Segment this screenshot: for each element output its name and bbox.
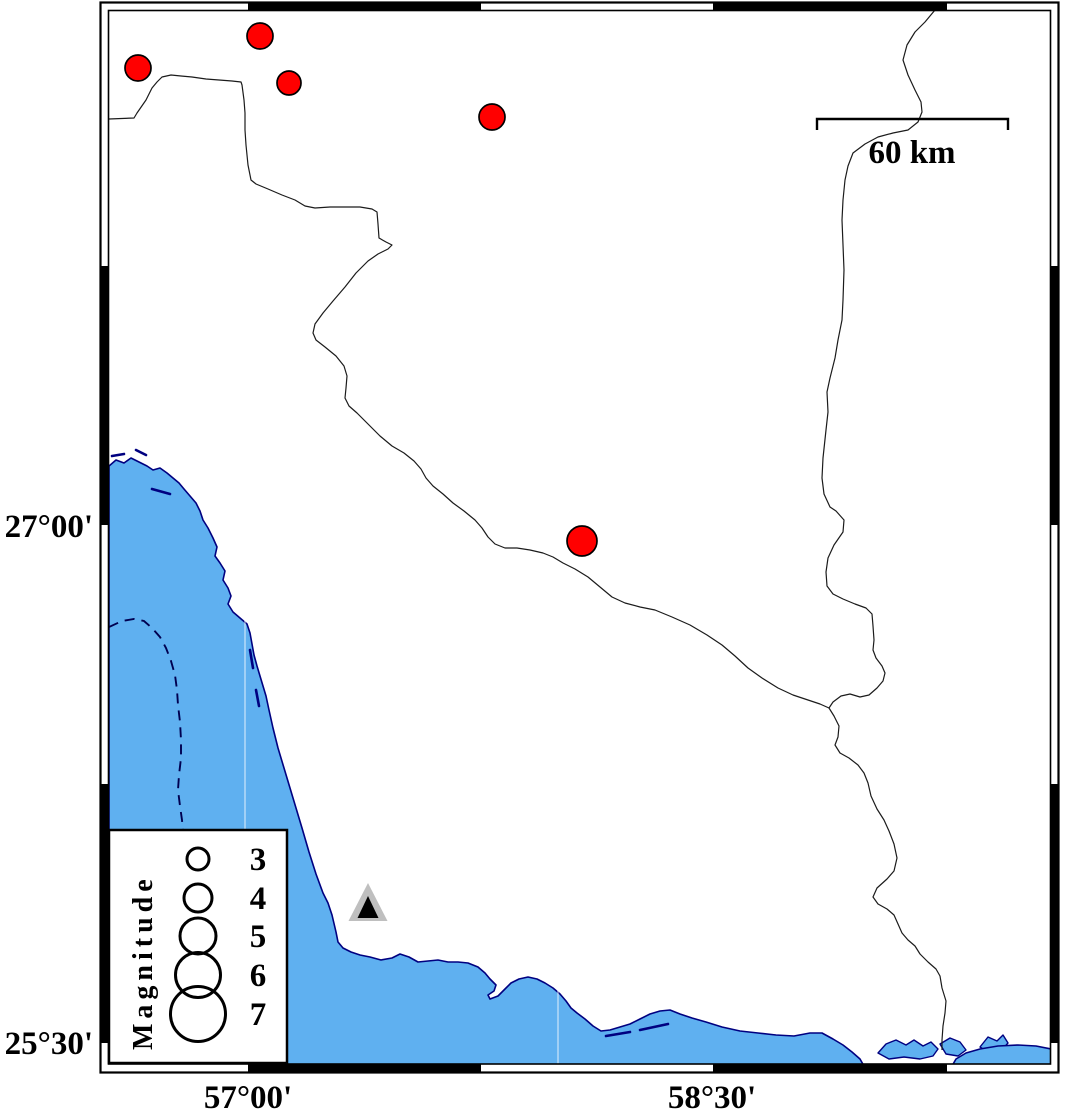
epicenter-layer [124, 22, 598, 557]
legend-magnitude-circle [185, 846, 211, 872]
frame-band-left [101, 266, 109, 525]
frame-band-right [1051, 784, 1059, 1043]
frame-inner-rect [107, 9, 1052, 1065]
frame-band-right [1051, 266, 1059, 525]
lon-label-5830: 58°30' [668, 1080, 756, 1114]
scale-bar: 60 km [815, 117, 1010, 171]
offshore-dashed-contour [109, 618, 184, 833]
islet [604, 1030, 632, 1038]
islet [134, 448, 148, 457]
legend-magnitude-label: 3 [250, 842, 267, 878]
epicenter-marker [124, 54, 152, 82]
station-marker [348, 883, 388, 921]
map-frame [99, 1, 1060, 1074]
sea-corner-polygon [952, 1044, 1051, 1064]
frame-band-left [101, 784, 109, 1043]
legend-magnitude-circle [182, 882, 214, 914]
lat-label-2530: 25°30' [5, 1026, 93, 1062]
lat-label-27: 27°00' [5, 509, 93, 545]
map-interior [109, 10, 1051, 1064]
legend-magnitude-circle [169, 985, 227, 1043]
scale-bar-label: 60 km [868, 135, 955, 171]
epicenter-marker [566, 525, 598, 557]
lon-label-57: 57°00' [204, 1080, 292, 1114]
frame-outer-rect [99, 1, 1060, 1074]
islet [254, 688, 261, 708]
frame-band-bottom [713, 1064, 947, 1072]
axis-annotations: 27°00' 25°30' 57°00' 58°30' [5, 509, 757, 1114]
islet [248, 648, 255, 670]
legend-magnitude-label: 5 [250, 919, 267, 955]
sea-polygon [109, 457, 864, 1064]
frame-band-bottom [248, 1064, 481, 1072]
epicenter-marker [276, 70, 302, 96]
legend-magnitude-label: 4 [250, 881, 267, 917]
frame-band-top [248, 3, 481, 11]
legend-magnitude-label: 6 [250, 958, 267, 994]
epicenter-marker [246, 22, 274, 50]
islet [150, 487, 172, 496]
legend-title: Magnitude [128, 874, 159, 1050]
boundary-line-east [821, 10, 947, 1050]
boundary-line-west [109, 74, 830, 709]
islet [638, 1022, 670, 1032]
legend-magnitude-label: 7 [250, 997, 267, 1033]
epicenter-marker [478, 103, 506, 131]
islet [110, 452, 126, 458]
station-triangle-inner [357, 896, 379, 918]
frame-band-top [713, 3, 947, 11]
lagoon [877, 1039, 939, 1060]
lagoon [939, 1037, 967, 1057]
scale-bar-line [815, 117, 1010, 130]
legend-magnitude-circle [174, 951, 222, 999]
